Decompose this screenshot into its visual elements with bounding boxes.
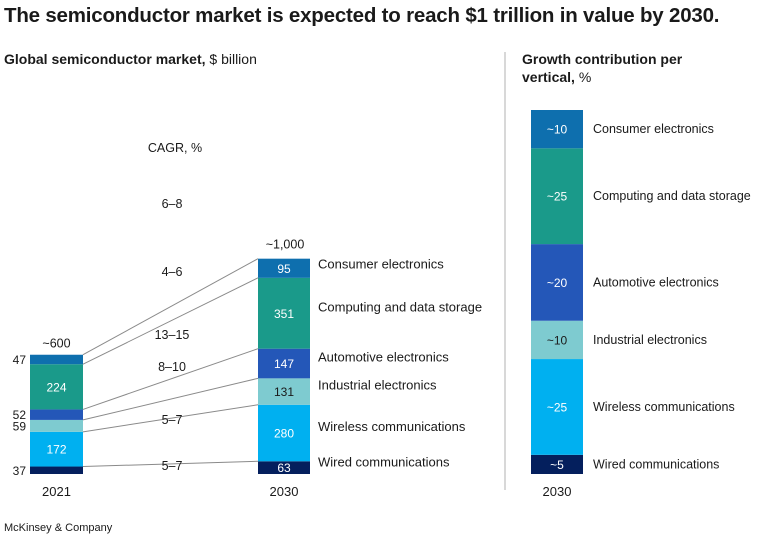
left-chart-subtitle: Global semiconductor market, $ billion [4,50,257,68]
bar-segment-2021-wired-communications [30,466,83,474]
connector-line [82,258,259,356]
left-subtitle-unit: $ billion [205,51,257,67]
bar-segment-2030-industrial-electronics [258,378,310,405]
growth-value-wireless-communications: ~25 [547,400,568,414]
bar-segment-2021-industrial-electronics [30,419,83,432]
x-tick-2030: 2030 [270,484,299,499]
cagr-value-automotive-electronics: 13–15 [155,328,190,342]
growth-x-tick-2030: 2030 [543,484,572,499]
chart-title: The semiconductor market is expected to … [4,4,720,27]
cagr-value-wired-communications: 5–7 [162,459,183,473]
bar-segment-2030-consumer-electronics [258,258,310,278]
bar-segment-2021-computing-and-data-storage [30,364,83,410]
growth-bar-segment-wireless-communications [531,359,583,455]
series-name-wireless-communications: Wireless communications [318,419,466,434]
growth-series-name-wireless-communications: Wireless communications [593,400,735,414]
growth-bar-segment-automotive-electronics [531,244,583,321]
cagr-value-wireless-communications: 5–7 [162,413,183,427]
x-tick-2021: 2021 [42,484,71,499]
value-label-2030-wired-communications: 63 [277,461,291,475]
growth-bar-segment-consumer-electronics [531,110,583,149]
footer-source: McKinsey & Company [4,522,113,534]
growth-value-industrial-electronics: ~10 [547,333,568,347]
growth-value-consumer-electronics: ~10 [547,123,568,137]
right-chart-subtitle: Growth contribution per vertical, % [522,50,682,86]
bar-segment-2030-automotive-electronics [258,348,310,379]
connector-line [82,277,259,365]
growth-series-name-industrial-electronics: Industrial electronics [593,333,707,347]
cagr-value-consumer-electronics: 6–8 [162,197,183,211]
total-label-2021: ~600 [42,337,70,351]
value-label-2021-industrial-electronics: 59 [13,419,27,433]
right-subtitle-bold-line1: Growth contribution per [522,51,683,67]
series-name-wired-communications: Wired communications [318,455,450,470]
series-name-automotive-electronics: Automotive electronics [318,350,449,365]
bar-segment-2030-computing-and-data-storage [258,277,310,349]
value-label-2021-automotive-electronics: 52 [13,408,27,422]
bar-segment-2030-wired-communications [258,461,310,474]
left-subtitle-bold: Global semiconductor market, [4,51,206,67]
value-label-2021-consumer-electronics: 47 [13,353,27,367]
cagr-header: CAGR, % [148,141,202,155]
connector-line [82,348,259,410]
bar-segment-2030-wireless-communications [258,404,310,462]
connector-line [82,460,259,468]
growth-series-name-automotive-electronics: Automotive electronics [593,275,719,289]
growth-series-name-computing-and-data-storage: Computing and data storage [593,189,751,203]
series-name-computing-and-data-storage: Computing and data storage [318,299,482,314]
series-name-consumer-electronics: Consumer electronics [318,256,444,271]
cagr-value-computing-and-data-storage: 4–6 [162,265,183,279]
series-name-industrial-electronics: Industrial electronics [318,378,437,393]
growth-bar-segment-computing-and-data-storage [531,148,583,245]
growth-value-automotive-electronics: ~20 [547,276,568,290]
value-label-2021-wireless-communications: 172 [46,443,66,457]
growth-value-wired-communications: ~5 [550,458,564,472]
right-subtitle-unit: % [574,69,592,85]
growth-series-name-wired-communications: Wired communications [593,457,719,471]
growth-bar-segment-industrial-electronics [531,320,583,360]
cagr-value-industrial-electronics: 8–10 [158,360,186,374]
connector-line [82,377,259,421]
bar-segment-2021-consumer-electronics [30,354,83,365]
bar-segment-2021-wireless-communications [30,431,83,467]
bar-segment-2021-automotive-electronics [30,409,83,420]
growth-value-computing-and-data-storage: ~25 [547,190,568,204]
growth-bar-segment-wired-communications [531,454,583,474]
connector-line [82,404,259,433]
growth-series-name-consumer-electronics: Consumer electronics [593,122,714,136]
right-subtitle-bold-line2: vertical, [522,69,575,85]
value-label-2021-computing-and-data-storage: 224 [46,380,66,394]
value-label-2030-automotive-electronics: 147 [274,357,294,371]
total-label-2030: ~1,000 [266,238,305,252]
value-label-2030-consumer-electronics: 95 [277,262,291,276]
value-label-2021-wired-communications: 37 [13,464,27,478]
value-label-2030-industrial-electronics: 131 [274,385,294,399]
value-label-2030-wireless-communications: 280 [274,427,294,441]
value-label-2030-computing-and-data-storage: 351 [274,307,294,321]
